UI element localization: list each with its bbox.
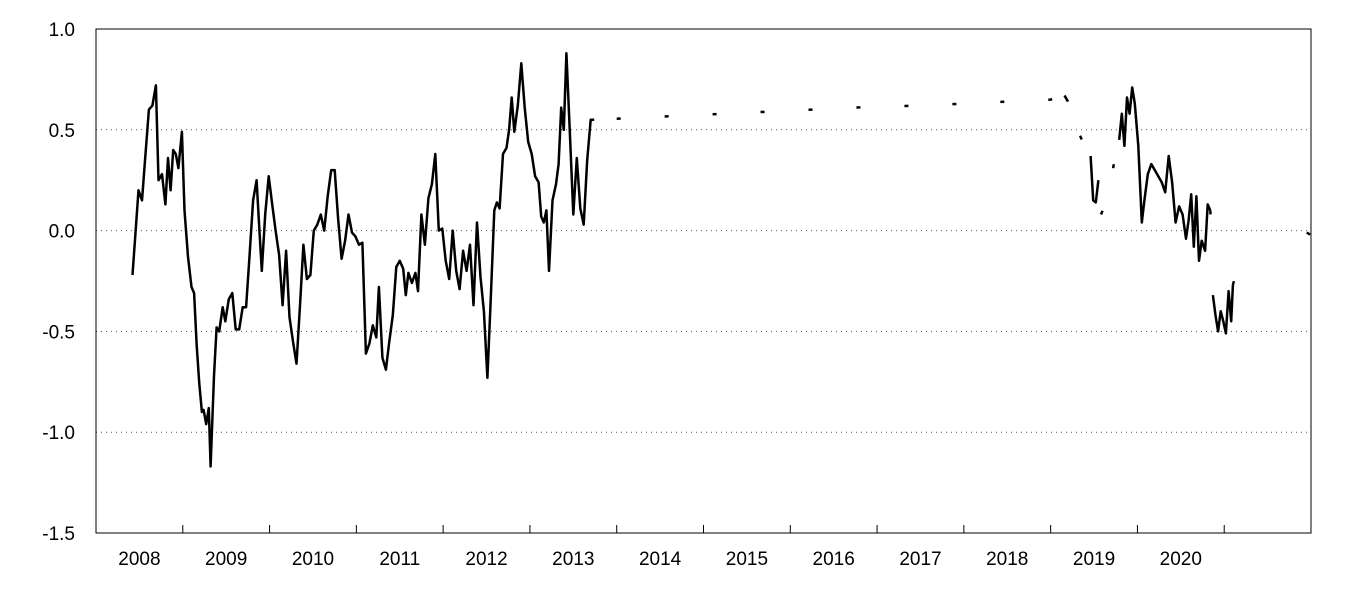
series-segment-2-solid [1063,94,1070,103]
gridlines [96,129,1311,433]
y-tick-label: -1.0 [42,423,75,444]
x-tick-label-2012: 2012 [465,549,507,570]
x-tick-label-2014: 2014 [639,549,682,570]
y-tick-label: -0.5 [42,322,75,343]
series-segment-9-dashed [1231,245,1253,286]
y-tick-label: 0.5 [49,121,75,142]
series-segment-5-dashed [1099,139,1119,215]
series-segment-8-solid [1211,284,1235,335]
series-lines [131,51,1311,468]
x-tick-label-2017: 2017 [899,549,941,570]
x-tick-label-2009: 2009 [205,549,247,570]
x-axis-labels: 2008 2009 2010 2011 2012 2013 2014 2015 2016 2017… [118,549,1202,570]
series-segment-10-dashed [1306,231,1311,236]
x-tick-label-2013: 2013 [552,549,594,570]
series-segment-1-dashed [616,94,1065,120]
series-segment-3-dashed [1078,135,1092,157]
x-tick-label-2019: 2019 [1073,549,1115,570]
x-tick-label-2011: 2011 [379,549,420,570]
x-tick-label-2018: 2018 [986,549,1028,570]
y-tick-label: -1.5 [42,524,75,545]
x-tick-label-2016: 2016 [813,549,855,570]
series-segment-0-solid [131,51,595,468]
y-tick-label: 0.0 [49,222,75,243]
y-tick-label: 1.0 [49,20,75,41]
y-axis-labels: 1.0 0.5 0.0 -0.5 -1.0 -1.5 [42,20,75,545]
x-tick-label-2010: 2010 [292,549,334,570]
series-segment-6-solid [1117,86,1212,263]
x-tick-label-2015: 2015 [726,549,768,570]
x-tick-label-2020: 2020 [1160,549,1202,570]
series-segment-4-solid [1089,155,1100,204]
series-segment-7-dashed [1209,210,1215,255]
x-tick-label-2008: 2008 [118,549,160,570]
x-axis-ticks [95,525,1225,533]
